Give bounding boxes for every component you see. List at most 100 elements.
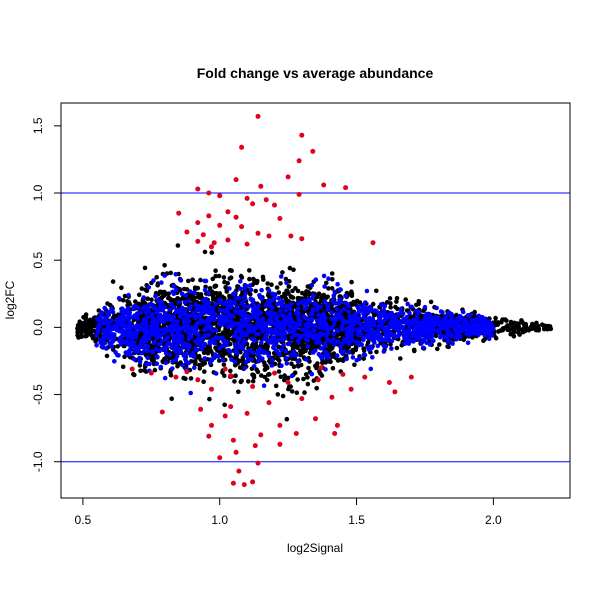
data-point — [321, 323, 327, 329]
data-point — [217, 455, 223, 461]
data-point — [369, 332, 375, 338]
data-point — [482, 327, 487, 333]
data-point — [203, 278, 209, 284]
data-point — [520, 327, 525, 332]
reference-lines — [61, 192, 570, 463]
data-point — [398, 356, 403, 361]
data-point — [302, 301, 307, 307]
data-point — [311, 308, 316, 314]
data-point — [362, 352, 368, 358]
data-point — [309, 371, 315, 377]
data-point — [306, 297, 312, 302]
data-point — [283, 276, 289, 282]
data-point — [149, 297, 154, 303]
data-point — [202, 369, 207, 374]
data-point — [259, 340, 264, 345]
data-point — [193, 325, 199, 331]
data-point — [187, 289, 193, 294]
data-point — [346, 350, 352, 355]
data-point — [450, 341, 455, 346]
data-point — [425, 332, 431, 337]
data-point — [421, 322, 426, 328]
data-point — [382, 313, 387, 319]
data-point — [290, 295, 296, 300]
data-point — [289, 373, 295, 379]
data-point — [389, 313, 395, 319]
data-point — [530, 323, 536, 328]
data-point — [303, 348, 308, 354]
data-point — [105, 313, 111, 318]
data-point — [100, 318, 106, 324]
data-point — [292, 353, 298, 359]
data-point — [243, 349, 248, 355]
data-point — [171, 304, 177, 310]
data-point — [334, 312, 339, 317]
data-point — [449, 314, 454, 320]
data-point — [94, 343, 99, 348]
data-point — [287, 306, 293, 312]
data-point — [183, 328, 188, 334]
data-point — [349, 293, 355, 299]
data-point — [381, 349, 387, 354]
data-point — [303, 372, 309, 377]
data-point — [195, 220, 201, 226]
data-point — [246, 304, 251, 310]
data-point — [319, 346, 324, 351]
data-point — [265, 365, 270, 371]
data-point — [240, 346, 246, 351]
data-point — [276, 369, 282, 374]
data-point — [465, 313, 471, 318]
data-point — [119, 319, 124, 324]
data-point — [386, 380, 392, 385]
data-point — [125, 351, 131, 357]
data-point — [391, 321, 396, 327]
data-point — [261, 349, 267, 354]
data-point — [290, 288, 295, 294]
data-point — [334, 306, 340, 312]
data-point — [137, 363, 143, 368]
data-point — [144, 304, 149, 309]
data-point — [226, 331, 231, 337]
data-point — [223, 285, 228, 290]
data-point — [378, 302, 384, 307]
data-point — [423, 313, 428, 318]
data-point — [412, 348, 417, 354]
data-point — [198, 317, 203, 322]
data-point — [523, 321, 528, 327]
data-point — [381, 308, 387, 313]
data-point — [281, 326, 287, 332]
data-point — [321, 273, 327, 279]
data-point — [271, 345, 276, 351]
data-point — [273, 383, 279, 389]
data-point — [284, 320, 289, 326]
data-point — [205, 351, 211, 356]
data-point — [225, 209, 231, 215]
data-point — [534, 323, 539, 329]
data-point — [249, 336, 255, 342]
data-point — [184, 229, 190, 235]
data-point — [422, 318, 427, 324]
data-point — [374, 349, 379, 355]
data-point — [142, 348, 147, 354]
data-point — [281, 343, 286, 348]
data-point — [138, 310, 144, 316]
data-point — [88, 326, 93, 332]
data-point — [193, 339, 198, 344]
data-point — [284, 361, 290, 366]
data-point — [181, 311, 187, 316]
data-point — [213, 268, 218, 274]
data-point — [326, 276, 331, 282]
data-point — [370, 355, 375, 360]
data-point — [296, 158, 302, 164]
data-point — [296, 295, 302, 301]
data-point — [193, 302, 198, 307]
x-tick-label: 0.5 — [75, 513, 92, 527]
data-point — [104, 353, 110, 359]
data-point — [338, 287, 343, 292]
data-point — [196, 353, 202, 359]
data-point — [299, 132, 305, 138]
data-point — [168, 316, 174, 322]
data-point — [164, 317, 169, 323]
data-point — [293, 431, 299, 436]
data-point — [233, 214, 239, 220]
